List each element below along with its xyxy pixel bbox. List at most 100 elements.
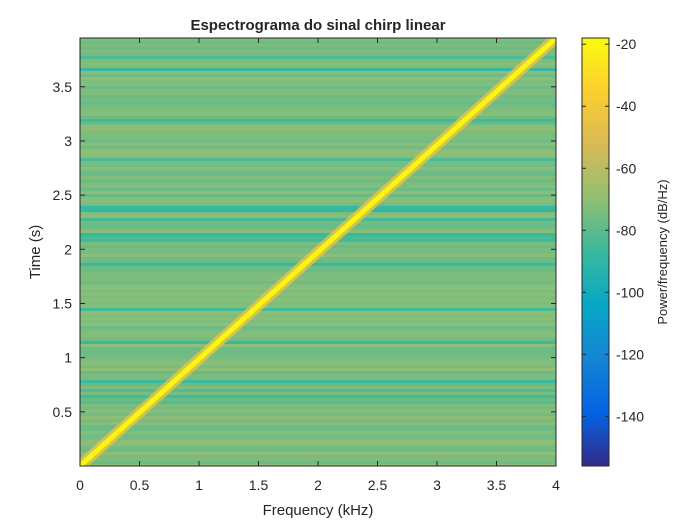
noise-band bbox=[80, 212, 556, 215]
noise-band bbox=[80, 419, 556, 422]
noise-band bbox=[80, 260, 556, 263]
noise-band bbox=[80, 395, 556, 398]
noise-band bbox=[80, 188, 556, 191]
noise-band bbox=[80, 317, 556, 320]
noise-band bbox=[80, 293, 556, 296]
noise-band bbox=[80, 359, 556, 362]
noise-band bbox=[80, 92, 556, 95]
noise-band bbox=[80, 272, 556, 275]
noise-band bbox=[80, 329, 556, 332]
noise-band bbox=[80, 233, 556, 236]
noise-band bbox=[80, 428, 556, 431]
noise-band bbox=[80, 335, 556, 338]
noise-band bbox=[80, 158, 556, 161]
colorbar-ticks: -140 -120 -100 -80 -60 -40 -20 bbox=[582, 36, 644, 424]
noise-band bbox=[80, 350, 556, 353]
colorbar bbox=[581, 37, 610, 467]
colorbar-tick-label: -40 bbox=[616, 98, 636, 114]
noise-band bbox=[80, 155, 556, 158]
noise-band bbox=[80, 203, 556, 206]
noise-band bbox=[80, 389, 556, 392]
y-tick-label: 1 bbox=[64, 350, 72, 366]
noise-band bbox=[80, 173, 556, 176]
noise-band bbox=[80, 215, 556, 218]
noise-band bbox=[80, 182, 556, 185]
x-tick-label: 2.5 bbox=[368, 477, 388, 493]
noise-band bbox=[80, 146, 556, 149]
noise-band bbox=[80, 104, 556, 107]
noise-band bbox=[80, 95, 556, 98]
noise-band bbox=[80, 236, 556, 239]
noise-band bbox=[80, 140, 556, 143]
noise-band bbox=[80, 314, 556, 317]
noise-band bbox=[80, 62, 556, 65]
colorbar-label: Power/frequency (dB/Hz) bbox=[655, 179, 670, 324]
x-tick-label: 0 bbox=[76, 477, 84, 493]
noise-band bbox=[80, 431, 556, 434]
noise-band bbox=[80, 263, 556, 266]
noise-band bbox=[80, 152, 556, 155]
noise-band bbox=[80, 242, 556, 245]
x-tick-label: 4 bbox=[552, 477, 560, 493]
x-tick-label: 3.5 bbox=[487, 477, 507, 493]
noise-band bbox=[80, 434, 556, 437]
noise-band bbox=[80, 137, 556, 140]
colorbar-tick-label: -140 bbox=[616, 408, 644, 424]
noise-band bbox=[80, 143, 556, 146]
noise-band bbox=[80, 44, 556, 47]
noise-band bbox=[80, 275, 556, 278]
noise-band bbox=[80, 176, 556, 179]
noise-band bbox=[80, 308, 556, 311]
y-tick-label: 0.5 bbox=[53, 404, 73, 420]
noise-band bbox=[80, 449, 556, 452]
noise-band bbox=[80, 101, 556, 104]
noise-band bbox=[80, 47, 556, 50]
noise-band bbox=[80, 98, 556, 101]
noise-band bbox=[80, 311, 556, 314]
noise-band bbox=[80, 134, 556, 137]
y-tick-label: 3 bbox=[64, 133, 72, 149]
noise-band bbox=[80, 239, 556, 242]
noise-band bbox=[80, 116, 556, 119]
noise-band bbox=[80, 443, 556, 446]
noise-band bbox=[80, 80, 556, 83]
noise-band bbox=[80, 299, 556, 302]
x-tick-label: 3 bbox=[433, 477, 441, 493]
noise-band bbox=[80, 398, 556, 401]
noise-band bbox=[80, 164, 556, 167]
noise-band bbox=[80, 77, 556, 80]
noise-band bbox=[80, 344, 556, 347]
colorbar-tick-label: -80 bbox=[616, 222, 636, 238]
noise-band bbox=[80, 50, 556, 53]
y-axis-label: Time (s) bbox=[27, 225, 44, 279]
noise-band bbox=[80, 377, 556, 380]
colorbar-tick-label: -20 bbox=[616, 36, 636, 52]
noise-band bbox=[80, 452, 556, 455]
noise-band bbox=[80, 269, 556, 272]
noise-band bbox=[80, 392, 556, 395]
noise-band bbox=[80, 362, 556, 365]
noise-band bbox=[80, 128, 556, 131]
noise-band bbox=[80, 230, 556, 233]
noise-band bbox=[80, 266, 556, 269]
noise-band bbox=[80, 119, 556, 122]
noise-band bbox=[80, 386, 556, 389]
x-axis-ticks: 0 0.5 1 1.5 2 2.5 3 3.5 4 bbox=[76, 38, 560, 493]
noise-band bbox=[80, 347, 556, 350]
noise-band bbox=[80, 149, 556, 152]
noise-band bbox=[80, 437, 556, 440]
noise-band bbox=[80, 365, 556, 368]
noise-band bbox=[80, 371, 556, 374]
noise-band bbox=[80, 68, 556, 71]
y-tick-label: 3.5 bbox=[53, 79, 73, 95]
noise-band bbox=[80, 338, 556, 341]
noise-band bbox=[80, 89, 556, 92]
noise-band bbox=[80, 305, 556, 308]
noise-band bbox=[80, 320, 556, 323]
noise-band bbox=[80, 290, 556, 293]
noise-band bbox=[80, 281, 556, 284]
noise-band bbox=[80, 353, 556, 356]
noise-band bbox=[80, 380, 556, 383]
noise-band bbox=[80, 191, 556, 194]
